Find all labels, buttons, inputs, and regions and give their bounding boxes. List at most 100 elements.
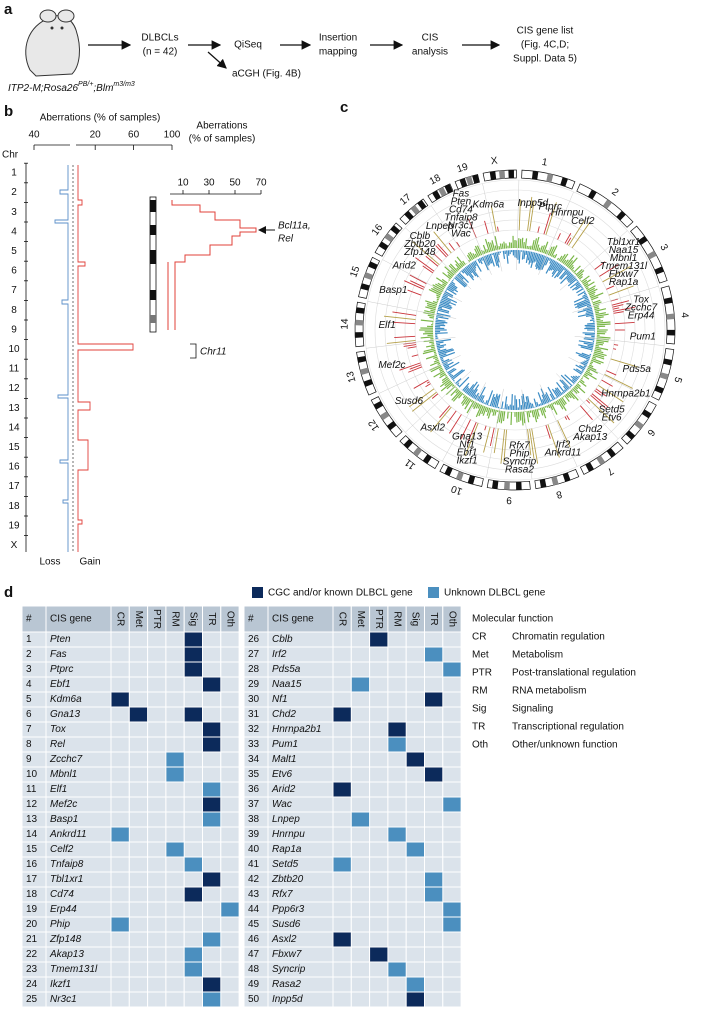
cell <box>220 931 240 948</box>
gain-bar <box>568 391 575 400</box>
cell <box>442 721 462 738</box>
cell <box>332 661 352 678</box>
cell <box>387 991 407 1008</box>
step-label: QiSeq <box>234 40 262 51</box>
loss-bar <box>547 386 556 400</box>
function-cell <box>388 827 406 842</box>
ideogram-band <box>455 471 464 481</box>
cell <box>332 871 352 888</box>
loss-bar <box>468 389 475 397</box>
loss-bar <box>582 361 588 365</box>
cell <box>183 781 203 798</box>
chr-label: 17 <box>8 481 20 492</box>
loss-bar <box>466 265 473 274</box>
function-cell <box>388 962 406 977</box>
cell <box>350 691 371 708</box>
gene-label: Nr3c1 <box>448 221 475 232</box>
cell <box>332 916 352 933</box>
header-label: CR <box>115 612 126 626</box>
loss-bar <box>575 364 585 371</box>
loss-bar <box>462 382 470 391</box>
loss-bar <box>439 353 447 357</box>
gain-bar <box>441 376 449 382</box>
loss-bar <box>450 281 456 285</box>
cell <box>183 826 203 843</box>
branch-label: aCGH (Fig. 4B) <box>232 69 301 80</box>
loss-bar <box>575 301 591 309</box>
gain-bar <box>571 388 578 394</box>
cell <box>424 901 444 918</box>
cell <box>110 841 130 858</box>
loss-bar <box>575 285 582 291</box>
loss-label: Loss <box>39 557 60 568</box>
loss-bar <box>444 365 450 370</box>
aberration-traces <box>54 165 275 552</box>
cell <box>442 871 462 888</box>
gene-label: Cd74 <box>449 205 473 216</box>
gain-bar <box>558 398 567 412</box>
gene-name: Celf2 <box>50 844 74 855</box>
gene-name: Asxl2 <box>271 934 297 945</box>
loss-bar <box>439 351 456 359</box>
cell <box>165 916 185 933</box>
track-bar <box>557 233 561 240</box>
cell <box>110 661 130 678</box>
loss-bar <box>437 348 441 351</box>
gain-bar <box>593 353 605 358</box>
loss-bar <box>544 257 550 266</box>
gain-bar <box>589 362 593 365</box>
gene-name: Zbtb20 <box>271 874 304 885</box>
function-cell <box>333 707 351 722</box>
gain-bar <box>565 255 575 267</box>
gain-bar <box>472 401 477 408</box>
gene-label: Tnfaip8 <box>444 213 478 224</box>
loss-bar <box>458 376 470 388</box>
gain-bar <box>466 254 472 262</box>
cell <box>369 691 389 708</box>
cell <box>110 856 130 873</box>
track-bar <box>586 399 591 404</box>
loss-bar <box>579 364 586 370</box>
cell <box>350 841 371 858</box>
ideogram-band <box>459 178 468 188</box>
loss-bar <box>458 272 469 283</box>
gain-bar <box>590 292 604 299</box>
cell <box>128 991 149 1008</box>
row-number: 41 <box>248 859 260 870</box>
ideogram-band <box>634 420 644 430</box>
cell <box>220 646 240 663</box>
loss-bar <box>445 289 447 292</box>
header-label: TR <box>206 612 217 625</box>
function-cell <box>333 932 351 947</box>
cell <box>128 721 149 738</box>
loss-bar <box>537 392 544 406</box>
gain-bar <box>494 236 499 250</box>
gain-bar <box>465 397 471 405</box>
tick-label: 40 <box>28 130 40 141</box>
function-cell <box>425 692 443 707</box>
header-label: Oth <box>446 611 457 627</box>
cell <box>128 736 149 753</box>
ideogram-band <box>504 481 510 490</box>
gain-bar <box>580 377 583 380</box>
track-bar <box>404 280 424 290</box>
chr-label: 2 <box>609 186 620 198</box>
cell <box>202 646 222 663</box>
loss-bar <box>586 309 593 313</box>
ideogram-band <box>373 400 384 410</box>
function-abbr: TR <box>472 722 485 733</box>
track-bar <box>529 200 535 232</box>
loss-bar <box>570 375 578 382</box>
gain-bar <box>501 243 504 249</box>
cell <box>332 826 352 843</box>
loss-bar <box>435 322 445 325</box>
cell <box>387 871 407 888</box>
gain-bar <box>571 269 575 272</box>
cell <box>202 901 222 918</box>
gene-name: Phip <box>50 919 70 930</box>
loss-bar <box>448 285 459 293</box>
function-cell <box>166 842 184 857</box>
track-bar <box>594 261 606 270</box>
loss-bar <box>552 262 559 271</box>
function-cell <box>203 932 221 947</box>
